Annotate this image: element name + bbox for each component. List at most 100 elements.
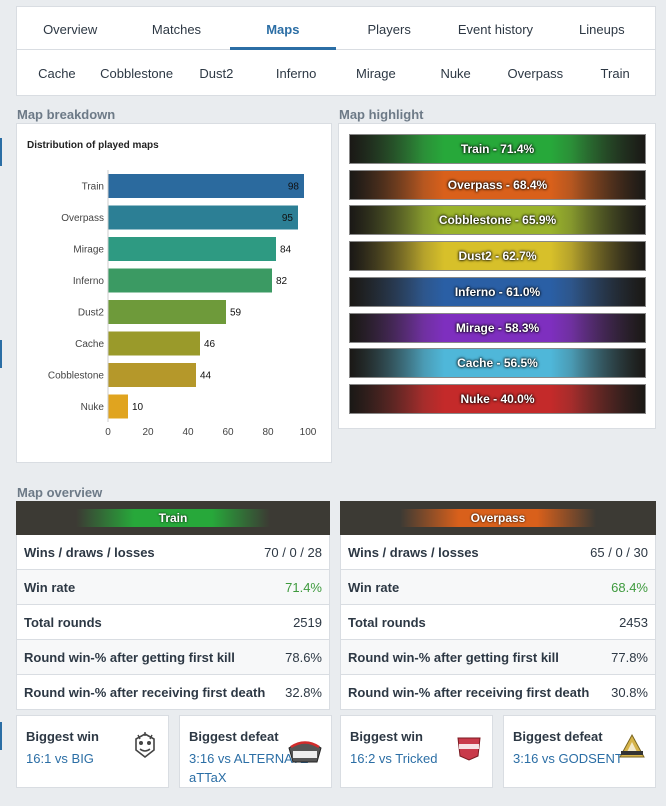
biggest-win-train: Biggest win 16:1 vs BIG xyxy=(16,715,169,788)
map-color-stripe xyxy=(76,509,270,527)
overview-header-train: Train xyxy=(16,501,330,535)
tab-overview[interactable]: Overview xyxy=(43,22,98,37)
x-tick-label: 40 xyxy=(182,427,194,438)
bar-inferno xyxy=(108,268,272,293)
stat-label: Round win-% after getting first kill xyxy=(24,649,235,665)
bar-cache xyxy=(108,331,200,356)
map-overview-title: Map overview xyxy=(17,485,103,500)
left-accent xyxy=(0,340,2,368)
map-tab-dust2[interactable]: Dust2 xyxy=(199,66,234,81)
category-label: Dust2 xyxy=(78,308,105,319)
stat-value: 71.4% xyxy=(285,579,322,595)
highlight-bar-shade xyxy=(350,313,645,342)
stat-value: 78.6% xyxy=(285,649,322,665)
biggest-defeat-link[interactable]: 3:16 vs ALTERNATE aTTaX xyxy=(189,749,308,787)
map-tab-train[interactable]: Train xyxy=(600,66,630,81)
stat-row: Total rounds 2453 xyxy=(340,605,656,640)
bar-dust2 xyxy=(108,300,226,324)
biggest-win-link[interactable]: 16:1 vs BIG xyxy=(26,751,94,766)
biggest-defeat-title: Biggest defeat xyxy=(513,729,603,744)
map-tab-nuke[interactable]: Nuke xyxy=(440,66,471,81)
bar-mirage xyxy=(108,237,276,261)
tab-lineups[interactable]: Lineups xyxy=(579,22,625,37)
category-label: Inferno xyxy=(73,276,105,287)
highlight-bar-label: Nuke - 40.0% xyxy=(460,391,535,406)
map-tab-cobblestone[interactable]: Cobblestone xyxy=(100,66,174,81)
highlight-bar[interactable]: Nuke - 40.0% xyxy=(349,383,646,414)
stat-row: Wins / draws / losses 70 / 0 / 28 xyxy=(16,535,330,570)
overview-map-name: Train xyxy=(158,511,188,525)
bar-nuke xyxy=(108,394,128,419)
tab-maps[interactable]: Maps xyxy=(229,7,337,50)
map-breakdown-title: Map breakdown xyxy=(17,107,116,122)
map-tab-mirage[interactable]: Mirage xyxy=(356,66,396,81)
bar-cobblestone xyxy=(108,363,196,387)
stat-label: Total rounds xyxy=(348,614,426,630)
godsent-logo-icon xyxy=(619,733,645,758)
highlight-bar[interactable]: Mirage - 58.3% xyxy=(349,312,646,343)
left-accent xyxy=(0,138,2,166)
tab-players[interactable]: Players xyxy=(367,22,411,37)
stat-value: 2453 xyxy=(619,614,648,630)
highlight-bar-shade xyxy=(350,242,645,271)
biggest-defeat-overpass: Biggest defeat 3:16 vs GODSENT xyxy=(503,715,656,788)
stat-value: 2519 xyxy=(293,614,322,630)
category-label: Overpass xyxy=(61,213,104,224)
highlight-bar-shade xyxy=(350,206,645,235)
chart-title: Distribution of played maps xyxy=(27,140,159,151)
map-tab-overpass[interactable]: Overpass xyxy=(507,66,564,81)
biggest-win-link[interactable]: 16:2 vs Tricked xyxy=(350,751,438,766)
overview-map-name: Overpass xyxy=(470,511,526,525)
stat-value: 77.8% xyxy=(611,649,648,665)
highlight-bar[interactable]: Cobblestone - 65.9% xyxy=(349,205,646,236)
stat-value: 68.4% xyxy=(611,579,648,595)
biggest-defeat-title: Biggest defeat xyxy=(189,729,279,744)
alternate-attax-logo-icon xyxy=(288,741,322,763)
stat-label: Round win-% after receiving first death xyxy=(348,684,590,700)
data-label: 10 xyxy=(132,402,144,413)
data-label: 46 xyxy=(204,339,216,350)
tab-event-history[interactable]: Event history xyxy=(457,22,534,37)
highlight-bar-shade xyxy=(350,384,645,413)
biggest-win-title: Biggest win xyxy=(26,729,99,744)
distribution-chart: Train 98 Overpass 95 Mirage 84 Inferno 82 Dust2 5… xyxy=(48,170,317,438)
x-tick-label: 80 xyxy=(262,427,274,438)
stat-label: Win rate xyxy=(24,579,76,595)
map-color-stripe xyxy=(400,509,596,527)
stat-row: Total rounds 2519 xyxy=(16,605,330,640)
tricked-logo-icon xyxy=(457,737,481,761)
stat-label: Total rounds xyxy=(24,614,102,630)
stat-value: 32.8% xyxy=(285,684,322,700)
biggest-defeat-link[interactable]: 3:16 vs GODSENT xyxy=(513,751,623,766)
data-label: 98 xyxy=(288,182,300,193)
biggest-defeat-train: Biggest defeat 3:16 vs ALTERNATE aTTaX xyxy=(179,715,332,788)
stat-label: Round win-% after getting first kill xyxy=(348,649,559,665)
highlight-bar[interactable]: Cache - 56.5% xyxy=(349,348,646,379)
stat-label: Wins / draws / losses xyxy=(348,544,479,560)
stat-value: 65 / 0 / 30 xyxy=(590,544,648,560)
x-tick-label: 60 xyxy=(222,427,234,438)
map-highlight-title: Map highlight xyxy=(339,107,424,122)
highlight-bar[interactable]: Overpass - 68.4% xyxy=(349,169,646,200)
biggest-defeat-team-line2: aTTaX xyxy=(189,770,227,785)
tab-matches[interactable]: Matches xyxy=(151,22,202,37)
map-tab-cache[interactable]: Cache xyxy=(38,66,76,81)
highlight-bar[interactable]: Inferno - 61.0% xyxy=(349,276,646,307)
stat-label: Round win-% after receiving first death xyxy=(24,684,266,700)
bar-train xyxy=(108,174,304,198)
biggest-defeat-score: 3:16 vs ALTERNATE xyxy=(189,751,309,766)
data-label: 95 xyxy=(282,213,294,224)
stat-value: 70 / 0 / 28 xyxy=(264,544,322,560)
highlight-bar[interactable]: Dust2 - 62.7% xyxy=(349,241,646,272)
data-label: 82 xyxy=(276,276,288,287)
x-tick-label: 0 xyxy=(105,427,111,438)
highlight-bar-shade xyxy=(350,349,645,378)
highlight-bar[interactable]: Train - 71.4% xyxy=(349,134,646,164)
page-content: Overview Matches Maps Players Event hist… xyxy=(16,6,656,96)
stat-row: Round win-% after receiving first death 3… xyxy=(16,675,330,710)
category-label: Cobblestone xyxy=(48,371,105,382)
stat-row: Win rate 71.4% xyxy=(16,570,330,605)
highlight-bar-label: Cobblestone - 65.9% xyxy=(438,213,557,228)
highlight-bar-shade xyxy=(350,277,645,306)
map-tab-inferno[interactable]: Inferno xyxy=(275,66,317,81)
